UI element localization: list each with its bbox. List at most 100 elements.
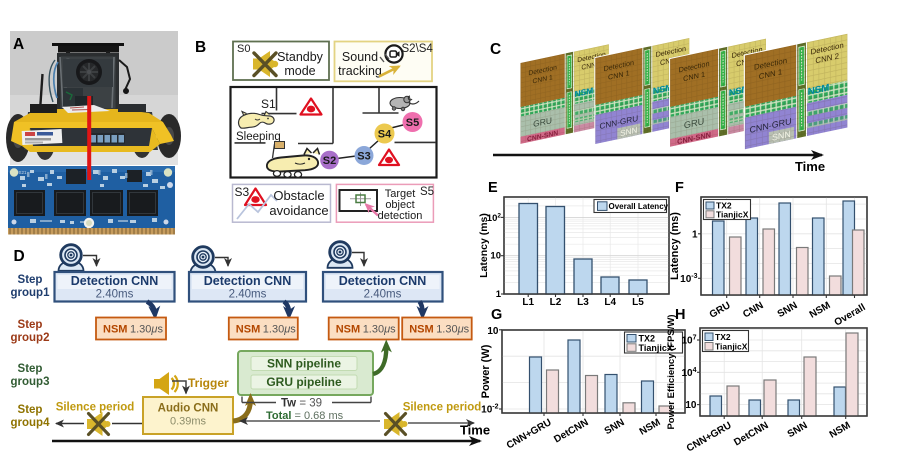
svg-text:tracking: tracking [338,64,382,78]
svg-text:NSM: NSM [828,420,853,441]
svg-text:CNN 1: CNN 1 [532,74,552,85]
svg-text:107: 107 [681,335,696,347]
svg-text:Time: Time [460,423,490,438]
svg-text:1.30μs: 1.30μs [263,324,296,336]
svg-text:CNN+GRU: CNN+GRU [505,417,554,451]
svg-text:NSM: NSM [236,324,260,336]
svg-text:0S21: 0S21 [16,170,27,175]
svg-text:S0: S0 [237,43,250,55]
svg-text:Tw = 39: Tw = 39 [281,398,322,410]
svg-text:group1: group1 [11,287,51,299]
svg-text:S3: S3 [357,151,370,163]
svg-text:2.40ms: 2.40ms [96,289,134,301]
svg-text:Sound: Sound [342,50,378,64]
svg-text:TianjicX: TianjicX [715,342,748,352]
svg-text:L1: L1 [522,297,534,308]
svg-text:0.39ms: 0.39ms [170,416,207,428]
svg-text:avoidance: avoidance [269,203,328,218]
svg-text:CNN 2: CNN 2 [581,61,601,72]
svg-text:Step: Step [18,404,43,416]
svg-text:mode: mode [284,64,315,78]
svg-text:group4: group4 [11,417,51,429]
svg-text:A: A [13,36,24,53]
svg-text:Overall: Overall [833,302,868,329]
svg-text:F: F [675,180,684,196]
svg-text:TX2: TX2 [715,332,731,342]
svg-text:Step: Step [18,319,43,331]
svg-text:TX2: TX2 [639,334,656,344]
svg-text:DetCNN: DetCNN [732,420,770,448]
svg-text:2.40ms: 2.40ms [229,289,267,301]
svg-text:SNN: SNN [786,420,810,440]
svg-text:C: C [490,41,501,58]
svg-text:Standby: Standby [277,50,324,64]
svg-text:Power (W): Power (W) [480,344,492,398]
svg-text:SNN: SNN [620,125,637,139]
svg-text:10: 10 [487,326,499,337]
svg-text:10-3: 10-3 [680,273,697,285]
svg-text:NSM: NSM [808,300,833,321]
svg-text:Obstacle: Obstacle [273,188,324,203]
svg-text:E: E [488,180,498,196]
svg-text:1.30μs: 1.30μs [130,324,163,336]
svg-text:NSM: NSM [638,417,663,438]
svg-text:1.30μs: 1.30μs [363,324,396,336]
svg-text:G: G [491,307,502,323]
svg-text:L5: L5 [632,297,644,308]
svg-text:102: 102 [487,213,502,225]
svg-text:104: 104 [681,367,696,379]
svg-text:Detection CNN: Detection CNN [204,274,292,288]
svg-text:L3: L3 [577,297,589,308]
svg-text:SNN: SNN [772,129,791,143]
svg-text:Trigger: Trigger [188,376,229,390]
svg-text:GRU: GRU [708,300,733,321]
svg-text:S5: S5 [406,117,419,129]
svg-text:1: 1 [692,230,698,241]
svg-text:CNN+GRU: CNN+GRU [685,420,734,454]
svg-text:Step: Step [18,363,43,375]
svg-text:S5: S5 [420,186,434,198]
svg-text:10: 10 [685,400,697,411]
svg-text:DetCNN: DetCNN [552,417,590,445]
svg-text:TianjicX: TianjicX [639,343,673,353]
svg-text:NSM: NSM [575,85,594,99]
svg-text:NSM: NSM [336,324,360,336]
svg-text:GRU pipeline: GRU pipeline [266,375,342,389]
svg-text:NSM: NSM [103,324,127,336]
svg-text:1.30μs: 1.30μs [436,324,469,336]
svg-text:Audio CNN: Audio CNN [158,403,219,415]
svg-text:Target: Target [385,188,416,200]
svg-text:Latency (ms): Latency (ms) [478,213,490,278]
svg-text:D: D [14,248,25,265]
svg-text:Latency (ms): Latency (ms) [669,212,681,280]
svg-text:10: 10 [490,251,501,262]
svg-text:CNN: CNN [741,300,765,320]
svg-text:Detection CNN: Detection CNN [339,274,427,288]
svg-text:1: 1 [496,289,502,300]
svg-text:H: H [675,307,685,323]
svg-text:L2: L2 [550,297,562,308]
svg-text:10-2: 10-2 [481,404,498,416]
svg-text:SNN: SNN [603,417,627,437]
svg-text:SNN pipeline: SNN pipeline [267,357,341,371]
svg-text:detection: detection [378,210,423,222]
svg-text:SNN: SNN [776,300,800,320]
svg-text:Overall Latency: Overall Latency [609,202,669,211]
svg-text:object: object [385,199,414,211]
svg-text:L4: L4 [604,297,616,308]
svg-text:S4: S4 [378,129,392,141]
svg-text:TX2: TX2 [716,201,732,211]
svg-text:group3: group3 [11,376,50,388]
svg-text:S1: S1 [261,97,276,111]
svg-text:NSM: NSM [653,82,673,96]
svg-text:NSM: NSM [409,324,433,336]
svg-text:S3: S3 [235,185,250,199]
svg-text:B: B [195,39,206,56]
svg-text:2.40ms: 2.40ms [364,289,402,301]
svg-text:S2\S4: S2\S4 [402,43,434,55]
svg-text:Total = 0.68 ms: Total = 0.68 ms [266,410,344,422]
svg-text:Step: Step [18,274,43,286]
svg-text:Power Efficiency (FPS/W): Power Efficiency (FPS/W) [666,314,677,429]
svg-text:Time: Time [795,159,825,174]
svg-text:Detection CNN: Detection CNN [71,274,159,288]
